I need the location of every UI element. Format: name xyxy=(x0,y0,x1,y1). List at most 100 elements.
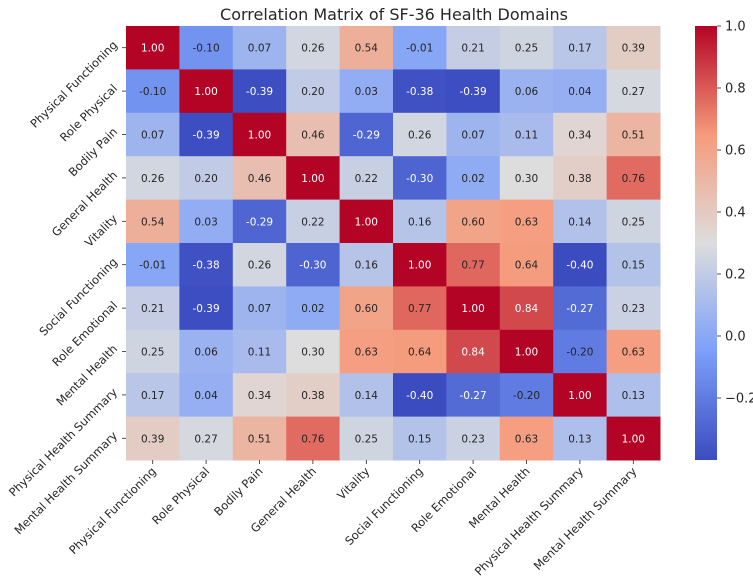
heatmap-cell xyxy=(126,329,180,374)
heatmap-cell xyxy=(126,243,180,287)
cell-value-label: 0.04 xyxy=(568,86,592,98)
cell-value-label: -0.27 xyxy=(460,390,487,402)
heatmap-cell xyxy=(499,199,554,244)
cell-value-label: 0.07 xyxy=(141,130,164,142)
heatmap-cell xyxy=(499,243,554,287)
heatmap-cell xyxy=(179,373,234,418)
cell-value-label: 0.03 xyxy=(355,86,378,98)
cell-value-label: -0.10 xyxy=(193,43,220,55)
heatmap-cell xyxy=(286,199,341,244)
cell-value-label: 0.27 xyxy=(194,433,217,445)
heatmap-cell xyxy=(232,416,287,461)
x-tick-label-physical-health-summary: Physical Health Summary xyxy=(472,464,586,578)
heatmap-cells: 1.00 -0.10 0.07 0.26 0.54 -0.01 0.21 0.25 0.17 0.… xyxy=(126,26,661,461)
cell-value-label: 0.06 xyxy=(194,347,218,359)
heatmap-cell xyxy=(553,416,608,461)
heatmap-cell xyxy=(126,112,180,157)
x-tick-label-role-physical: Role Physical xyxy=(149,464,212,527)
heatmap-cell xyxy=(339,156,394,201)
heatmap-cell xyxy=(606,243,661,287)
cell-value-label: 0.20 xyxy=(194,173,217,185)
cell-value-label: 0.11 xyxy=(248,347,271,359)
cell-value-label: 0.21 xyxy=(461,43,484,55)
heatmap-cell xyxy=(179,286,234,331)
heatmap-cell xyxy=(232,199,287,244)
heatmap-cell xyxy=(553,199,608,244)
heatmap-cell xyxy=(126,373,180,418)
cell-value-label: 0.46 xyxy=(301,130,325,142)
heatmap-cell xyxy=(553,112,608,157)
cell-value-label: 0.34 xyxy=(568,130,592,142)
heatmap-cell xyxy=(499,329,554,374)
heatmap-cell xyxy=(446,416,501,461)
cell-value-label: 1.00 xyxy=(461,303,484,315)
cell-value-label: 1.00 xyxy=(408,260,431,272)
colorbar-gradient xyxy=(695,26,717,460)
cell-value-label: 0.84 xyxy=(461,347,485,359)
cell-value-label: 0.16 xyxy=(408,216,432,228)
heatmap-cell xyxy=(339,26,394,70)
colorbar: 1.0 0.8 0.6 0.4 0.2 0.0 −0.2 xyxy=(695,20,753,460)
heatmap-cell xyxy=(446,156,501,201)
cell-value-label: 1.00 xyxy=(355,216,378,228)
heatmap-cell xyxy=(553,243,608,287)
cell-value-label: 0.26 xyxy=(141,173,165,185)
cell-value-label: 0.34 xyxy=(248,390,272,402)
cell-value-label: 0.02 xyxy=(301,303,324,315)
y-tick-label-social-functioning: Social Functioning xyxy=(36,255,120,339)
cell-value-label: 0.25 xyxy=(622,216,645,228)
cell-value-label: 1.00 xyxy=(515,347,538,359)
cell-value-label: 0.14 xyxy=(568,216,592,228)
cell-value-label: -0.39 xyxy=(246,86,273,98)
heatmap-cell xyxy=(232,26,287,70)
cell-value-label: 0.27 xyxy=(622,86,645,98)
cell-value-label: 0.07 xyxy=(248,303,271,315)
heatmap-cell xyxy=(446,329,501,374)
cell-value-label: 0.30 xyxy=(515,173,538,185)
cell-value-label: 0.23 xyxy=(461,433,484,445)
cell-value-label: 0.17 xyxy=(568,43,591,55)
cell-value-label: 0.54 xyxy=(355,43,379,55)
heatmap-cell xyxy=(393,156,447,201)
heatmap-cell xyxy=(393,26,447,70)
cell-value-label: 0.15 xyxy=(622,260,645,272)
colorbar-tick-label: 0.2 xyxy=(725,268,746,283)
heatmap-cell xyxy=(179,243,234,287)
heatmap-cell xyxy=(286,156,341,201)
cell-value-label: 0.77 xyxy=(408,303,431,315)
cell-value-label: 0.25 xyxy=(141,347,164,359)
cell-value-label: -0.40 xyxy=(406,390,433,402)
heatmap-cell xyxy=(446,112,501,157)
cell-value-label: 0.51 xyxy=(622,130,645,142)
heatmap-cell xyxy=(553,156,608,201)
cell-value-label: 0.07 xyxy=(461,130,484,142)
colorbar-tick-label: 0.8 xyxy=(725,82,746,97)
cell-value-label: 0.46 xyxy=(248,173,272,185)
cell-value-label: 0.04 xyxy=(194,390,218,402)
cell-value-label: 0.30 xyxy=(301,347,324,359)
cell-value-label: 0.22 xyxy=(355,173,378,185)
cell-value-label: -0.20 xyxy=(566,347,593,359)
cell-value-label: -0.01 xyxy=(406,43,433,55)
chart-title: Correlation Matrix of SF-36 Health Domai… xyxy=(220,5,568,24)
heatmap-cell xyxy=(393,199,447,244)
heatmap-cell xyxy=(393,329,447,374)
cell-value-label: 1.00 xyxy=(622,433,645,445)
cell-value-label: 0.15 xyxy=(408,433,431,445)
heatmap-cell xyxy=(393,416,447,461)
heatmap-cell xyxy=(126,286,180,331)
heatmap-cell xyxy=(232,286,287,331)
heatmap-cell xyxy=(179,26,234,70)
heatmap-cell xyxy=(393,112,447,157)
heatmap-cell xyxy=(446,243,501,287)
heatmap-cell xyxy=(339,416,394,461)
cell-value-label: 0.26 xyxy=(408,130,432,142)
heatmap-cell xyxy=(606,373,661,418)
cell-value-label: 0.76 xyxy=(301,433,325,445)
cell-value-label: -0.29 xyxy=(353,130,380,142)
cell-value-label: 0.11 xyxy=(515,130,538,142)
heatmap-cell xyxy=(232,156,287,201)
